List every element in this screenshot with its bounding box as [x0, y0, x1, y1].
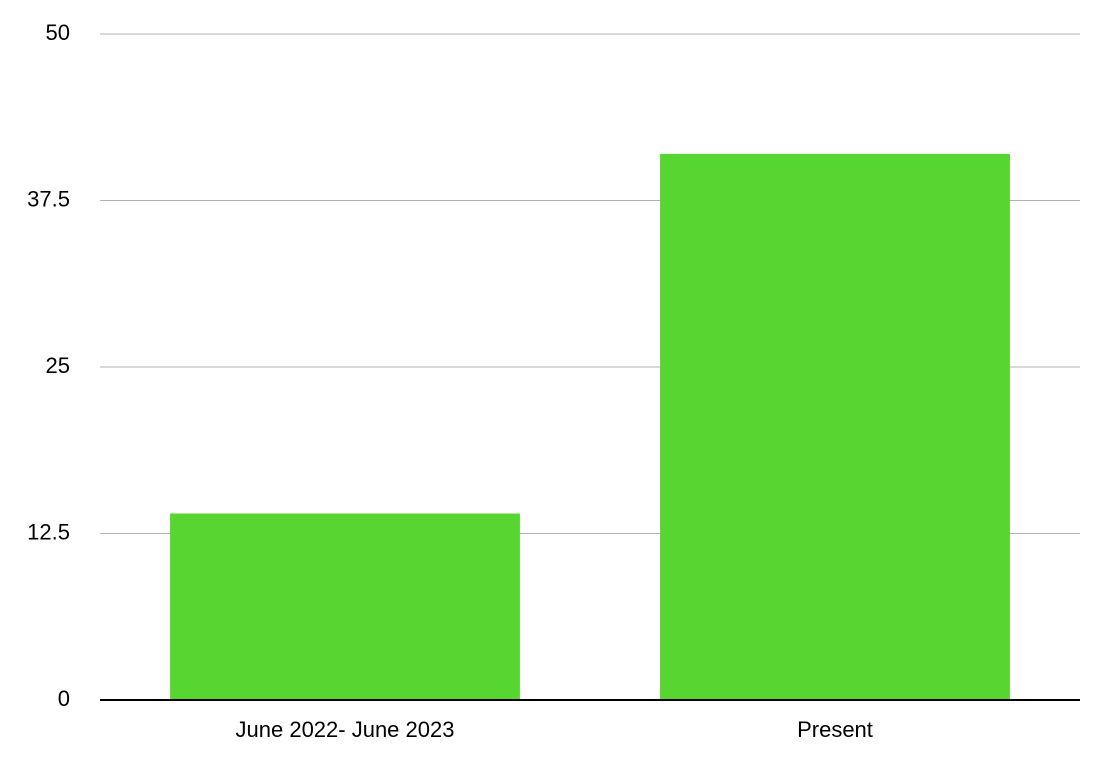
- x-tick-label: Present: [797, 717, 873, 742]
- x-tick-label: June 2022- June 2023: [236, 717, 455, 742]
- y-tick-label: 37.5: [27, 186, 70, 211]
- y-tick-label: 12.5: [27, 519, 70, 544]
- bar: [660, 153, 1010, 700]
- bar: [170, 513, 520, 700]
- y-tick-label: 0: [58, 686, 70, 711]
- y-tick-label: 25: [46, 353, 70, 378]
- y-tick-label: 50: [46, 20, 70, 45]
